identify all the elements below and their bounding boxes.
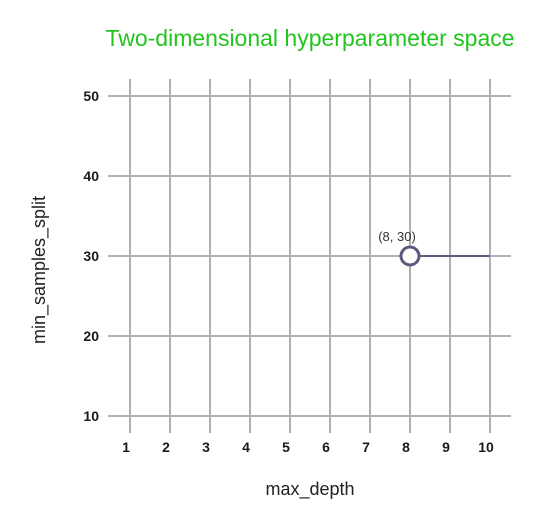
x-tick-label: 3	[202, 439, 210, 455]
x-tick-label: 5	[282, 439, 290, 455]
x-axis-label: max_depth	[265, 479, 354, 500]
x-tick-labels: 1 2 3 4 5 6 7 8 9 10	[122, 439, 494, 455]
y-axis-label: min_samples_split	[29, 196, 50, 344]
x-tick-label: 7	[362, 439, 370, 455]
y-tick-label: 50	[83, 88, 99, 104]
data-point-label: (8, 30)	[378, 229, 416, 244]
x-tick-label: 9	[442, 439, 450, 455]
data-point	[399, 245, 421, 267]
x-tick-label: 8	[402, 439, 410, 455]
x-tick-label: 4	[242, 439, 250, 455]
y-tick-label: 20	[83, 328, 99, 344]
x-tick-label: 2	[162, 439, 170, 455]
x-tick-label: 1	[122, 439, 130, 455]
data-marks: (8, 30)	[378, 229, 490, 267]
y-tick-label: 30	[83, 248, 99, 264]
x-tick-label: 6	[322, 439, 330, 455]
y-tick-label: 40	[83, 168, 99, 184]
y-tick-labels: 10 20 30 40 50	[83, 88, 99, 424]
x-tick-label: 10	[478, 439, 494, 455]
chart-title: Two-dimensional hyperparameter space	[105, 25, 514, 51]
y-tick-label: 10	[83, 408, 99, 424]
